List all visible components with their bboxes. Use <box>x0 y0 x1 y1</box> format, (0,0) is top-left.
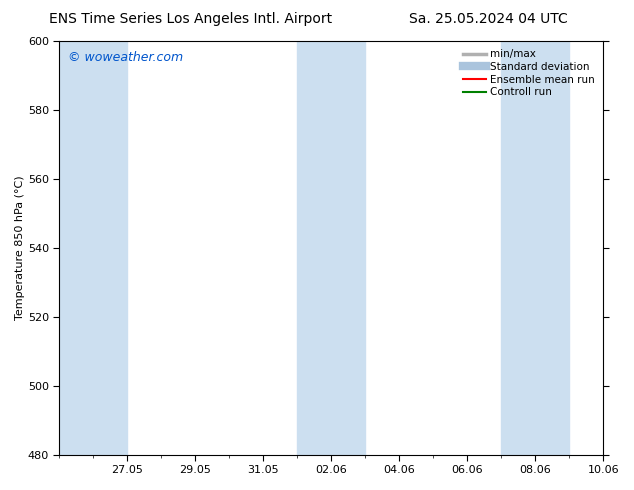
Bar <box>60 41 127 455</box>
Legend: min/max, Standard deviation, Ensemble mean run, Controll run: min/max, Standard deviation, Ensemble me… <box>460 46 598 100</box>
Text: ENS Time Series Los Angeles Intl. Airport: ENS Time Series Los Angeles Intl. Airpor… <box>49 12 332 26</box>
Text: © woweather.com: © woweather.com <box>68 51 183 64</box>
Text: Sa. 25.05.2024 04 UTC: Sa. 25.05.2024 04 UTC <box>409 12 567 26</box>
Y-axis label: Temperature 850 hPa (°C): Temperature 850 hPa (°C) <box>15 175 25 320</box>
Bar <box>297 41 365 455</box>
Bar <box>501 41 569 455</box>
